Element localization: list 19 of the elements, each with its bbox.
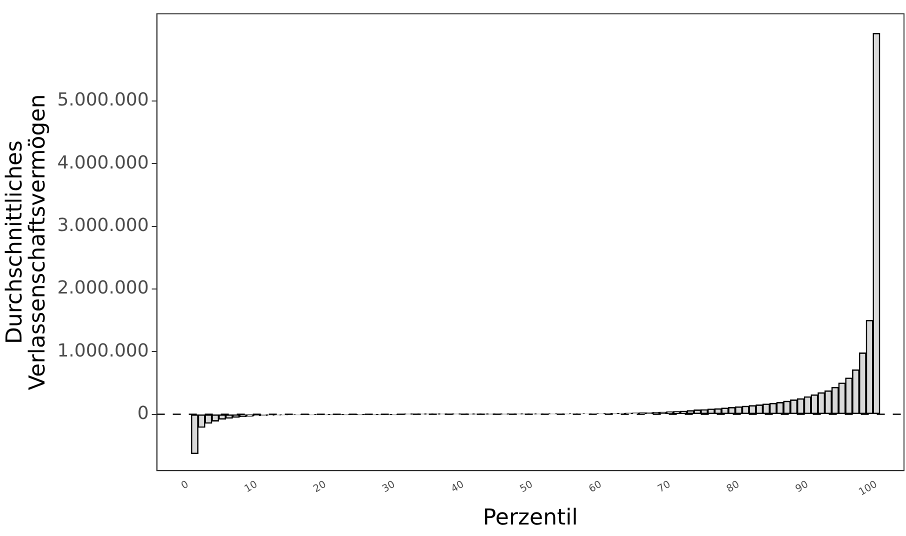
x-tick-label: 100 xyxy=(857,479,880,498)
y-tick-label: 3.000.000 xyxy=(57,214,149,236)
x-tick-label: 70 xyxy=(656,479,673,496)
y-axis-title: Durchschnittliches Verlassenschaftsvermögen xyxy=(2,94,50,390)
y-tick-label: 2.000.000 xyxy=(57,278,149,299)
x-tick-label: 10 xyxy=(242,479,260,496)
x-tick-label: 30 xyxy=(380,479,398,496)
y-tick-label: 5.000.000 xyxy=(57,90,149,111)
y-tick-label: 0 xyxy=(137,402,149,424)
x-tick-label: 0 xyxy=(180,479,191,492)
x-tick-label: 90 xyxy=(794,479,810,496)
y-tick-label: 1.000.000 xyxy=(57,340,149,362)
x-tick-label: 40 xyxy=(450,479,466,496)
y-tick-label: 4.000.000 xyxy=(57,152,149,174)
x-tick-label: 60 xyxy=(587,479,604,496)
x-axis-title: Perzentil xyxy=(482,506,578,531)
x-tick-label: 20 xyxy=(312,479,328,496)
x-tick-label: 80 xyxy=(724,479,742,496)
x-tick-label: 50 xyxy=(518,479,535,496)
